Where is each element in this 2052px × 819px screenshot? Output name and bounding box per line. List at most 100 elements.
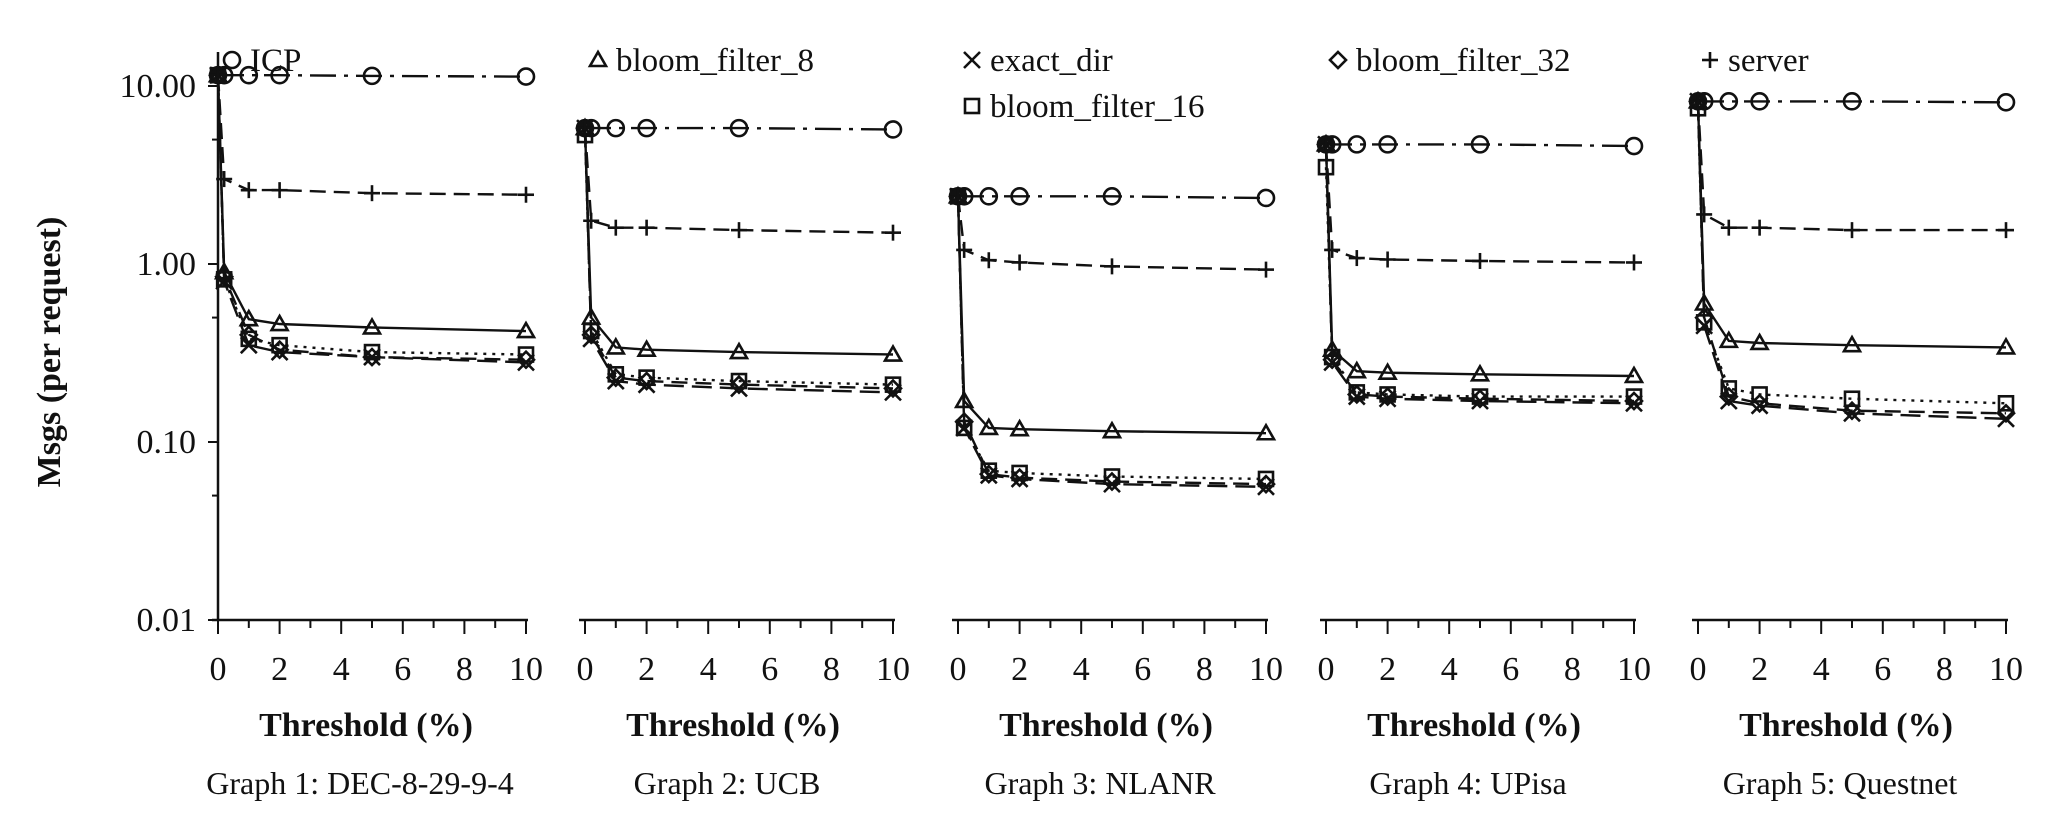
x-tick-label: 6 bbox=[761, 651, 778, 688]
series-line bbox=[1696, 108, 2007, 405]
series-line bbox=[1696, 101, 2007, 420]
panel-4: 0 2 4 6 8 10 Threshold (%) Graph 4: UPisa bbox=[1315, 133, 1651, 801]
series-line bbox=[583, 128, 894, 390]
x-tick-label: 4 bbox=[1813, 651, 1830, 688]
x-tick-label: 10 bbox=[509, 651, 543, 688]
data-point bbox=[1472, 252, 1488, 269]
x-axis-title: Threshold (%) bbox=[1739, 707, 1953, 744]
data-point bbox=[1624, 136, 1644, 156]
data-point bbox=[1009, 467, 1030, 488]
series-bloom-filter-32 bbox=[1316, 134, 1644, 411]
data-point bbox=[978, 417, 1000, 436]
series-line bbox=[958, 195, 1267, 200]
legend-marker bbox=[222, 50, 242, 70]
legend-marker bbox=[587, 49, 609, 68]
series-bloom-filter-32 bbox=[208, 65, 536, 370]
data-point bbox=[581, 325, 601, 345]
data-point bbox=[1719, 92, 1739, 111]
series-bloom-filter-8 bbox=[207, 64, 537, 339]
series-exact-dir bbox=[209, 66, 535, 372]
data-point bbox=[605, 367, 626, 388]
x-tick-label: 6 bbox=[1874, 651, 1891, 688]
legend-marker bbox=[1702, 52, 1718, 68]
data-point bbox=[607, 366, 625, 383]
data-point bbox=[883, 120, 903, 139]
data-point bbox=[1696, 206, 1713, 223]
data-point bbox=[1256, 474, 1276, 494]
data-point bbox=[1998, 222, 2014, 239]
data-point bbox=[271, 182, 288, 199]
data-point bbox=[515, 320, 537, 339]
data-point bbox=[730, 372, 748, 390]
data-point bbox=[978, 464, 999, 484]
data-point bbox=[1470, 388, 1490, 409]
series-line bbox=[1324, 144, 1635, 403]
panel-caption: Graph 3: NLANR bbox=[984, 765, 1216, 801]
data-point bbox=[577, 120, 593, 137]
data-point bbox=[362, 347, 382, 367]
data-point bbox=[638, 219, 655, 236]
data-point bbox=[1101, 420, 1123, 439]
legend-item-bloom-filter-8: bloom_filter_8 bbox=[587, 43, 814, 79]
data-point bbox=[240, 182, 257, 199]
panel-3: 0 2 4 6 8 10 Threshold (%) Graph 3: NLANR bbox=[947, 185, 1283, 801]
data-point bbox=[1102, 471, 1122, 492]
data-point bbox=[364, 185, 380, 202]
y-tick-label: 10.00 bbox=[120, 68, 197, 105]
series-line bbox=[1324, 167, 1634, 398]
data-point bbox=[607, 219, 624, 236]
series-icp bbox=[1316, 135, 1644, 156]
panel-caption: Graph 5: Questnet bbox=[1723, 765, 1958, 801]
panel-caption: Graph 4: UPisa bbox=[1369, 765, 1566, 801]
data-point bbox=[1378, 135, 1397, 154]
y-axis-title: Msgs (per request) bbox=[31, 217, 68, 488]
data-point bbox=[1843, 390, 1861, 408]
x-tick-label: 6 bbox=[394, 651, 411, 688]
x-tick-label: 4 bbox=[1441, 651, 1458, 688]
data-point bbox=[1346, 360, 1368, 379]
panel-2: 0 2 4 6 8 10 Threshold (%) Graph 2: UCB bbox=[574, 117, 910, 801]
x-tick-label: 8 bbox=[1564, 651, 1581, 688]
x-tick-label: 0 bbox=[210, 651, 227, 688]
data-point bbox=[1324, 241, 1341, 258]
x-tick-label: 10 bbox=[1249, 651, 1283, 688]
data-point bbox=[885, 224, 901, 241]
data-point bbox=[1318, 136, 1334, 153]
legend-label: bloom_filter_32 bbox=[1356, 43, 1570, 79]
series-line bbox=[585, 126, 894, 131]
data-point bbox=[239, 65, 259, 85]
series-line bbox=[216, 75, 527, 196]
x-tick-label: 0 bbox=[1690, 651, 1707, 688]
data-point bbox=[516, 349, 536, 370]
series-icp bbox=[948, 187, 1276, 208]
data-point bbox=[1377, 386, 1398, 407]
data-point bbox=[1626, 254, 1642, 271]
data-point bbox=[362, 66, 382, 86]
data-point bbox=[883, 378, 903, 399]
series-line bbox=[583, 128, 894, 234]
series-line bbox=[1326, 143, 1635, 148]
x-tick-label: 10 bbox=[1989, 651, 2023, 688]
data-point bbox=[636, 371, 657, 391]
data-point bbox=[1997, 409, 2015, 428]
data-point bbox=[1623, 365, 1645, 384]
data-point bbox=[269, 339, 290, 360]
data-point bbox=[979, 187, 999, 206]
x-tick-label: 8 bbox=[456, 651, 473, 688]
data-point bbox=[269, 313, 290, 332]
x-tick-label: 4 bbox=[333, 651, 350, 688]
data-point bbox=[518, 186, 534, 203]
data-point bbox=[238, 325, 259, 345]
data-point bbox=[1996, 92, 2016, 112]
data-point bbox=[882, 343, 904, 362]
x-tick-label: 2 bbox=[271, 651, 288, 688]
legend-marker bbox=[963, 51, 981, 69]
y-tick-label: 0.01 bbox=[137, 602, 197, 639]
legend-marker bbox=[1328, 50, 1348, 70]
data-point bbox=[1842, 92, 1862, 111]
data-point bbox=[1347, 135, 1367, 154]
data-point bbox=[637, 118, 656, 138]
panel-5: 0 2 4 6 8 10 Threshold (%) Graph 5: Questnet bbox=[1687, 90, 2023, 801]
y-tick-label: 1.00 bbox=[137, 246, 197, 283]
data-point bbox=[516, 67, 536, 86]
